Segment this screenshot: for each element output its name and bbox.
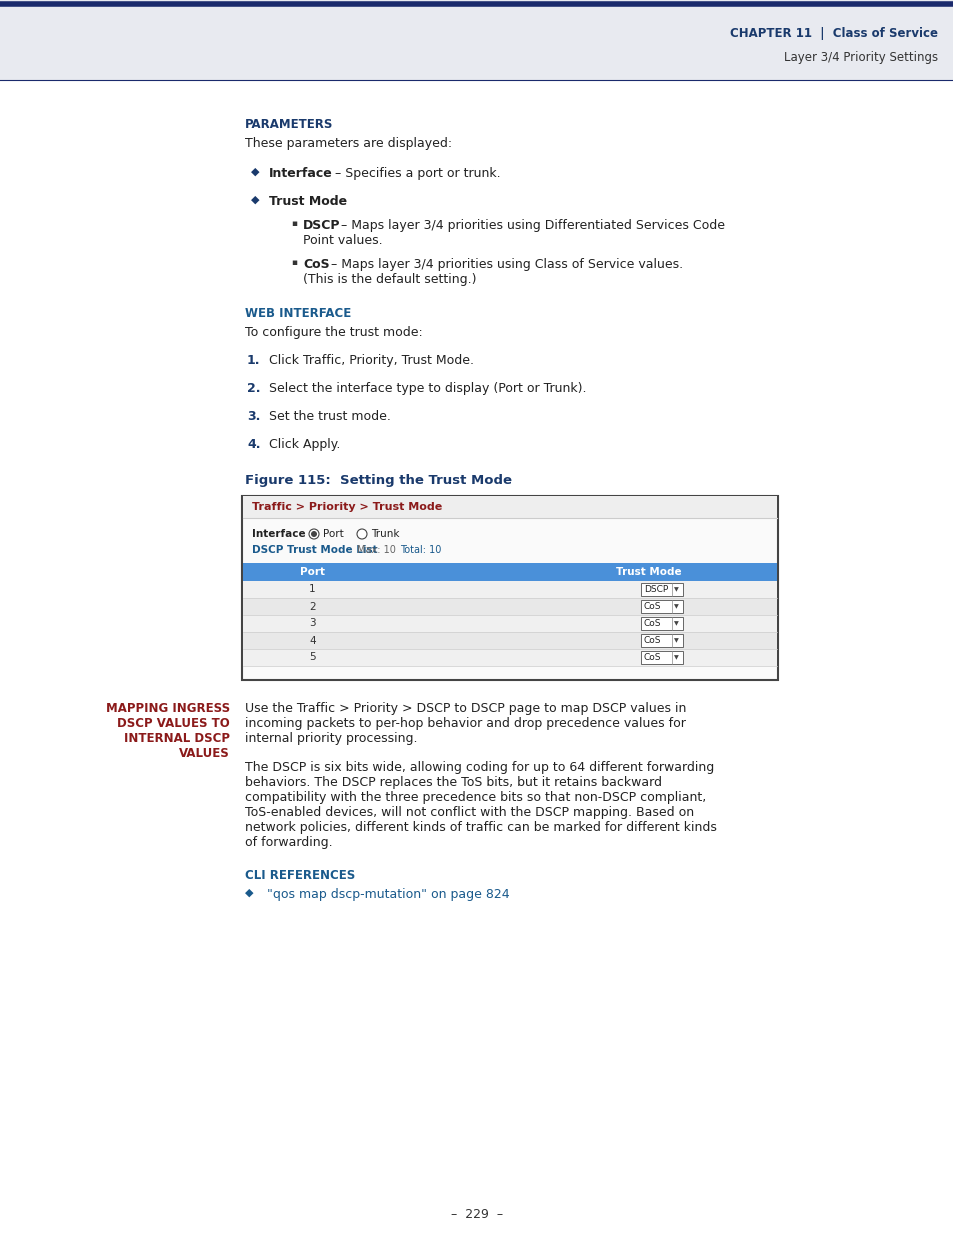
Text: ▼: ▼ — [673, 587, 678, 592]
Bar — [640, 651, 682, 664]
Text: CHAPTER 11  |  Class of Service: CHAPTER 11 | Class of Service — [729, 26, 937, 40]
Text: ▼: ▼ — [673, 655, 678, 659]
Text: Select the interface type to display (Port or Trunk).: Select the interface type to display (Po… — [269, 382, 586, 395]
Text: Layer 3/4 Priority Settings: Layer 3/4 Priority Settings — [783, 52, 937, 64]
Text: CoS: CoS — [643, 636, 660, 645]
Circle shape — [309, 529, 318, 538]
Text: 2.: 2. — [247, 382, 260, 395]
Text: Total: 10: Total: 10 — [399, 545, 441, 555]
Text: behaviors. The DSCP replaces the ToS bits, but it retains backward: behaviors. The DSCP replaces the ToS bit… — [245, 776, 661, 789]
Bar — [640, 634, 682, 647]
Text: DSCP Trust Mode List: DSCP Trust Mode List — [252, 545, 377, 555]
Text: Set the trust mode.: Set the trust mode. — [269, 410, 391, 424]
Text: compatibility with the three precedence bits so that non-DSCP compliant,: compatibility with the three precedence … — [245, 790, 705, 804]
Text: Point values.: Point values. — [303, 233, 382, 247]
Bar — [243, 496, 776, 517]
Text: ◆: ◆ — [245, 888, 253, 898]
Text: Port: Port — [299, 567, 325, 577]
Bar — [243, 598, 776, 615]
Text: To configure the trust mode:: To configure the trust mode: — [245, 326, 422, 338]
Text: ▪: ▪ — [291, 219, 296, 228]
Text: – Specifies a port or trunk.: – Specifies a port or trunk. — [331, 167, 500, 180]
Text: ▼: ▼ — [673, 638, 678, 643]
Text: "qos map dscp-mutation" on page 824: "qos map dscp-mutation" on page 824 — [258, 888, 509, 902]
Bar — [243, 563, 776, 580]
Text: internal priority processing.: internal priority processing. — [245, 732, 417, 745]
Text: 5: 5 — [309, 652, 315, 662]
Text: CLI REFERENCES: CLI REFERENCES — [245, 869, 355, 882]
Text: Max: 10: Max: 10 — [356, 545, 395, 555]
Text: Trust Mode: Trust Mode — [269, 195, 347, 207]
Text: (This is the default setting.): (This is the default setting.) — [303, 273, 476, 287]
Bar — [243, 650, 776, 666]
Text: VALUES: VALUES — [179, 747, 230, 760]
Text: Figure 115:  Setting the Trust Mode: Figure 115: Setting the Trust Mode — [245, 474, 512, 487]
Text: incoming packets to per-hop behavior and drop precedence values for: incoming packets to per-hop behavior and… — [245, 718, 685, 730]
Text: ▼: ▼ — [673, 621, 678, 626]
Text: 4.: 4. — [247, 438, 260, 451]
Text: Trunk: Trunk — [371, 529, 399, 538]
Circle shape — [356, 529, 367, 538]
Text: DSCP VALUES TO: DSCP VALUES TO — [117, 718, 230, 730]
Text: INTERNAL DSCP: INTERNAL DSCP — [124, 732, 230, 745]
Text: 1: 1 — [309, 584, 315, 594]
Text: – Maps layer 3/4 priorities using Differentiated Services Code: – Maps layer 3/4 priorities using Differ… — [336, 219, 724, 232]
Text: – Maps layer 3/4 priorities using Class of Service values.: – Maps layer 3/4 priorities using Class … — [327, 258, 682, 270]
Text: Interface: Interface — [269, 167, 333, 180]
Text: PARAMETERS: PARAMETERS — [245, 119, 333, 131]
Text: CoS: CoS — [643, 653, 660, 662]
Text: These parameters are displayed:: These parameters are displayed: — [245, 137, 452, 149]
Text: Interface: Interface — [252, 529, 305, 538]
Text: CoS: CoS — [303, 258, 330, 270]
Text: Click Traffic, Priority, Trust Mode.: Click Traffic, Priority, Trust Mode. — [269, 354, 474, 367]
Text: Port: Port — [323, 529, 343, 538]
Bar — [640, 618, 682, 630]
Text: CoS: CoS — [643, 619, 660, 629]
Text: CoS: CoS — [643, 601, 660, 611]
Text: ◆: ◆ — [251, 167, 259, 177]
Bar — [640, 600, 682, 613]
Text: ToS-enabled devices, will not conflict with the DSCP mapping. Based on: ToS-enabled devices, will not conflict w… — [245, 806, 694, 819]
Text: 3: 3 — [309, 619, 315, 629]
Text: of forwarding.: of forwarding. — [245, 836, 333, 848]
Bar — [243, 632, 776, 650]
Text: 3.: 3. — [247, 410, 260, 424]
Text: 2: 2 — [309, 601, 315, 611]
Text: ▪: ▪ — [291, 258, 296, 267]
Bar — [640, 583, 682, 597]
Text: DSCP: DSCP — [303, 219, 340, 232]
Text: 4: 4 — [309, 636, 315, 646]
Text: –  229  –: – 229 – — [451, 1209, 502, 1221]
Text: Use the Traffic > Priority > DSCP to DSCP page to map DSCP values in: Use the Traffic > Priority > DSCP to DSC… — [245, 701, 685, 715]
Circle shape — [311, 531, 316, 537]
Bar — [242, 496, 778, 680]
Bar — [243, 615, 776, 632]
Text: Trust Mode: Trust Mode — [616, 567, 681, 577]
Text: Traffic > Priority > Trust Mode: Traffic > Priority > Trust Mode — [252, 501, 442, 513]
Text: 1.: 1. — [247, 354, 260, 367]
Text: network policies, different kinds of traffic can be marked for different kinds: network policies, different kinds of tra… — [245, 821, 716, 834]
Text: ▼: ▼ — [673, 604, 678, 609]
Bar — [0, 0, 953, 80]
Text: WEB INTERFACE: WEB INTERFACE — [245, 308, 351, 320]
Text: DSCP: DSCP — [643, 585, 667, 594]
Bar — [243, 580, 776, 598]
Text: ◆: ◆ — [251, 195, 259, 205]
Text: MAPPING INGRESS: MAPPING INGRESS — [106, 701, 230, 715]
Text: The DSCP is six bits wide, allowing coding for up to 64 different forwarding: The DSCP is six bits wide, allowing codi… — [245, 761, 714, 774]
Text: Click Apply.: Click Apply. — [269, 438, 340, 451]
